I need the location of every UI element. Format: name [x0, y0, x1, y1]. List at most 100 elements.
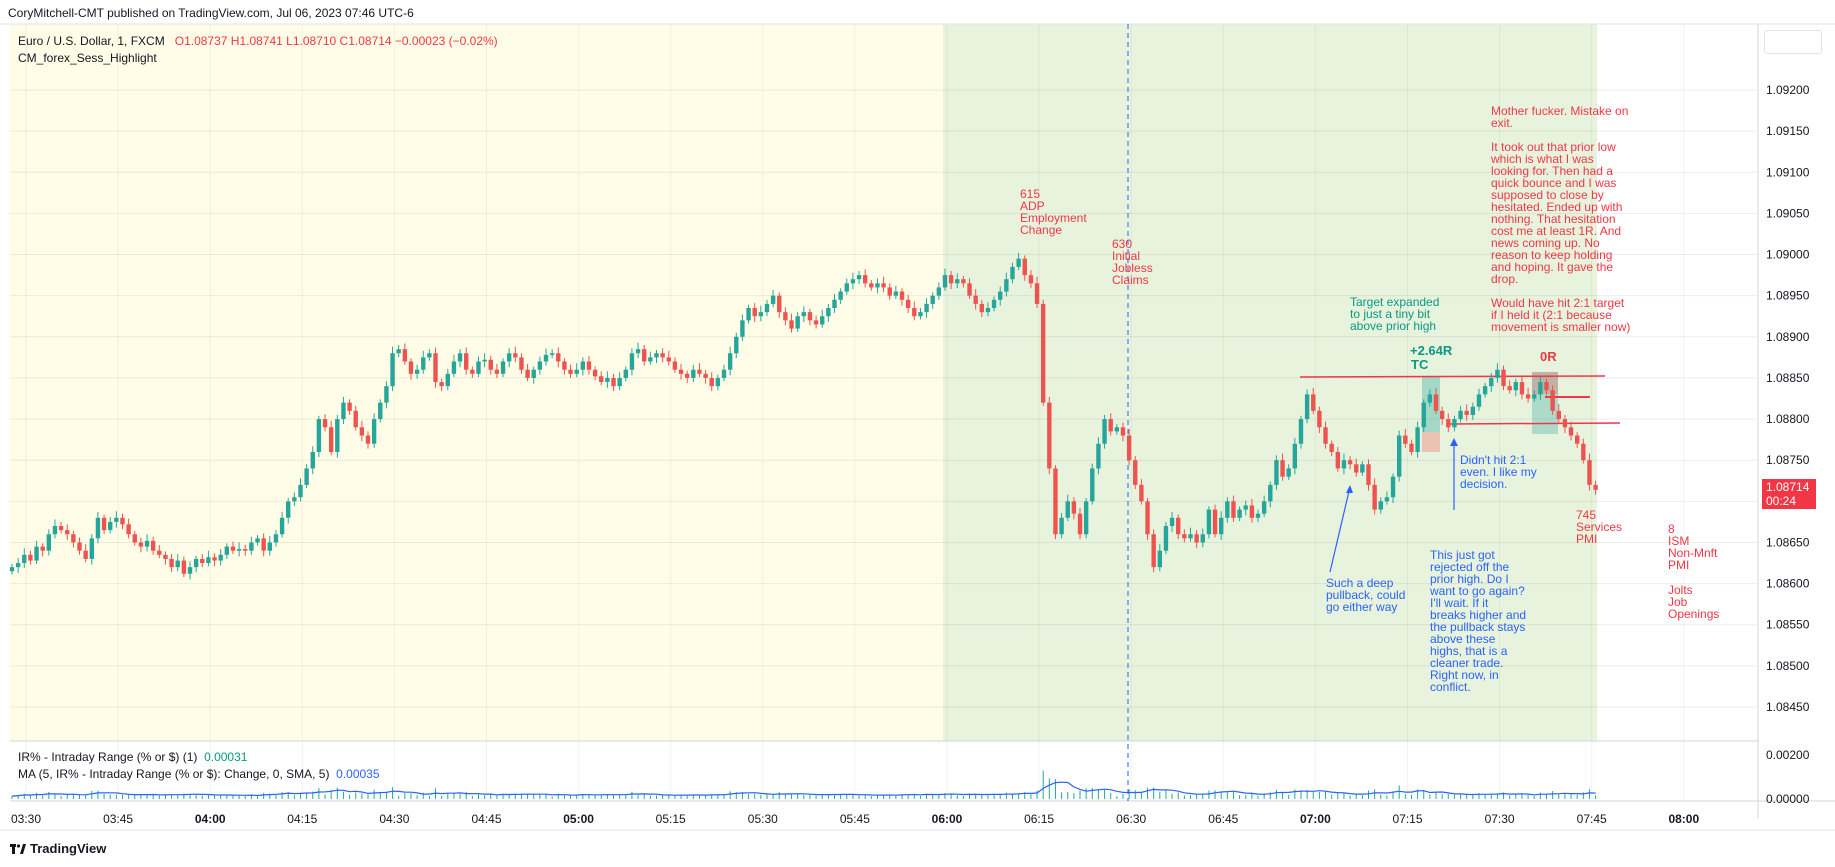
candle-body	[697, 369, 702, 374]
candle-body	[273, 534, 279, 543]
time-tick-label: 04:00	[195, 812, 226, 826]
note-line: rejected off the	[1430, 560, 1509, 574]
price-tick-label: 1.08750	[1766, 453, 1810, 467]
note-line: hesitated. Ended up with	[1491, 200, 1622, 214]
candle-body	[709, 377, 714, 387]
candle-body	[654, 353, 659, 358]
candle-body	[1212, 509, 1218, 535]
note-line: Mother fucker. Mistake on	[1491, 104, 1628, 118]
symbol-name[interactable]: Euro / U.S. Dollar, 1, FXCM	[18, 34, 165, 48]
session-ny-bg	[943, 24, 1597, 741]
indicator-legend[interactable]: CM_forex_Sess_Highlight	[18, 51, 157, 65]
ohlc-values: O1.08737 H1.08741 L1.08710 C1.08714 −0.0…	[174, 34, 498, 48]
candle-body	[1427, 394, 1433, 403]
candle-body	[1090, 468, 1095, 502]
candle-body	[114, 517, 119, 522]
note-line: which is what I was	[1490, 152, 1594, 166]
candle-body	[1120, 427, 1126, 436]
price-tick-label: 1.08500	[1766, 659, 1810, 673]
candle-body	[1249, 505, 1255, 518]
candle-body	[764, 303, 770, 313]
ir-legend[interactable]: IR% - Intraday Range (% or $) (1) 0.0003…	[18, 750, 247, 764]
didnt-hit-arrow-head	[1450, 438, 1458, 446]
note-adp: 615 ADP Employment Change	[1020, 187, 1087, 237]
candle-body	[169, 558, 174, 568]
candle-body	[328, 427, 334, 452]
time-tick-label: 06:30	[1116, 812, 1146, 826]
candle-body	[1581, 443, 1586, 461]
note-r264: +2.64R	[1410, 343, 1453, 358]
time-tick-label: 07:45	[1577, 812, 1607, 826]
trade-profit-zone	[1422, 376, 1440, 432]
time-axis[interactable]: 03:30 03:45 04:00 04:15 04:30 04:45 05:00 05:15…	[11, 812, 1699, 826]
candle-body	[623, 369, 628, 378]
symbol-legend[interactable]: Euro / U.S. Dollar, 1, FXCM O1.08737 H1.…	[18, 34, 498, 48]
candle-body	[304, 468, 309, 485]
candle-body	[580, 361, 586, 370]
candle-body	[666, 357, 671, 362]
note-tc: TC	[1411, 357, 1429, 372]
candle-body	[77, 542, 82, 551]
price-tick-label: 1.08900	[1766, 330, 1810, 344]
note-pullback: Such a deep pullback, could go either way	[1326, 576, 1405, 614]
note-zero-r: 0R	[1540, 349, 1557, 364]
candle-body	[40, 546, 45, 551]
footer-brand[interactable]: TradingView	[10, 841, 106, 856]
candle-body	[1360, 464, 1365, 473]
candle-body	[322, 419, 328, 428]
candle-body	[457, 353, 463, 362]
candle-body	[396, 349, 401, 354]
price-tick-label: 1.08950	[1766, 289, 1810, 303]
candle-body	[967, 283, 972, 296]
trade-risk-zone	[1422, 432, 1440, 452]
scale-settings-box[interactable]	[1764, 30, 1822, 54]
note-line: Services	[1576, 520, 1622, 534]
candle-body	[1200, 534, 1205, 543]
candle-body	[1501, 369, 1506, 387]
candle-body	[1157, 550, 1163, 568]
candle-body	[163, 554, 168, 559]
candle-body	[543, 354, 549, 362]
note-jolts: Jolts Job Openings	[1668, 583, 1719, 621]
candle-body	[678, 369, 684, 374]
candle-body	[175, 560, 180, 568]
candle-body	[1415, 427, 1420, 452]
candle-body	[936, 287, 942, 296]
time-tick-label: 06:00	[932, 812, 963, 826]
candle-body	[1102, 419, 1107, 444]
candle-body	[1280, 460, 1285, 477]
candle-body	[556, 353, 561, 362]
candle-body	[1495, 369, 1500, 378]
candle-body	[727, 353, 733, 370]
candle-body	[1096, 443, 1101, 469]
candle-body	[918, 312, 923, 317]
candle-body	[1574, 435, 1580, 444]
time-tick-label: 05:15	[656, 812, 686, 826]
candle-body	[770, 295, 776, 304]
note-services: 745 Services PMI	[1576, 508, 1622, 546]
price-tick-label: 1.08800	[1766, 412, 1810, 426]
candle-body	[1366, 464, 1371, 485]
candle-body	[672, 361, 678, 370]
time-tick-label: 06:45	[1208, 812, 1238, 826]
candle-body	[789, 320, 794, 329]
candle-body	[353, 410, 358, 428]
note-line: go either way	[1326, 600, 1397, 614]
candle-body	[83, 550, 88, 559]
note-line: to just a tiny bit	[1350, 307, 1431, 321]
candle-body	[586, 361, 592, 370]
price-axis[interactable]: 1.09200 1.09150 1.09100 1.09050 1.09000 1.089…	[1766, 83, 1810, 806]
candle-body	[402, 349, 408, 362]
candle-body	[1446, 419, 1451, 428]
ma-legend[interactable]: MA (5, IR% - Intraday Range (% or $): Ch…	[18, 767, 380, 781]
candle-body	[1010, 266, 1015, 280]
candle-body	[1304, 394, 1310, 420]
note-line: above prior high	[1350, 319, 1436, 333]
note-line: Jolts	[1668, 583, 1693, 597]
candle-body	[1065, 501, 1070, 518]
candle-body	[200, 558, 205, 564]
candle-body	[1139, 484, 1144, 502]
candle-body	[924, 303, 929, 313]
candle-body	[22, 554, 27, 564]
